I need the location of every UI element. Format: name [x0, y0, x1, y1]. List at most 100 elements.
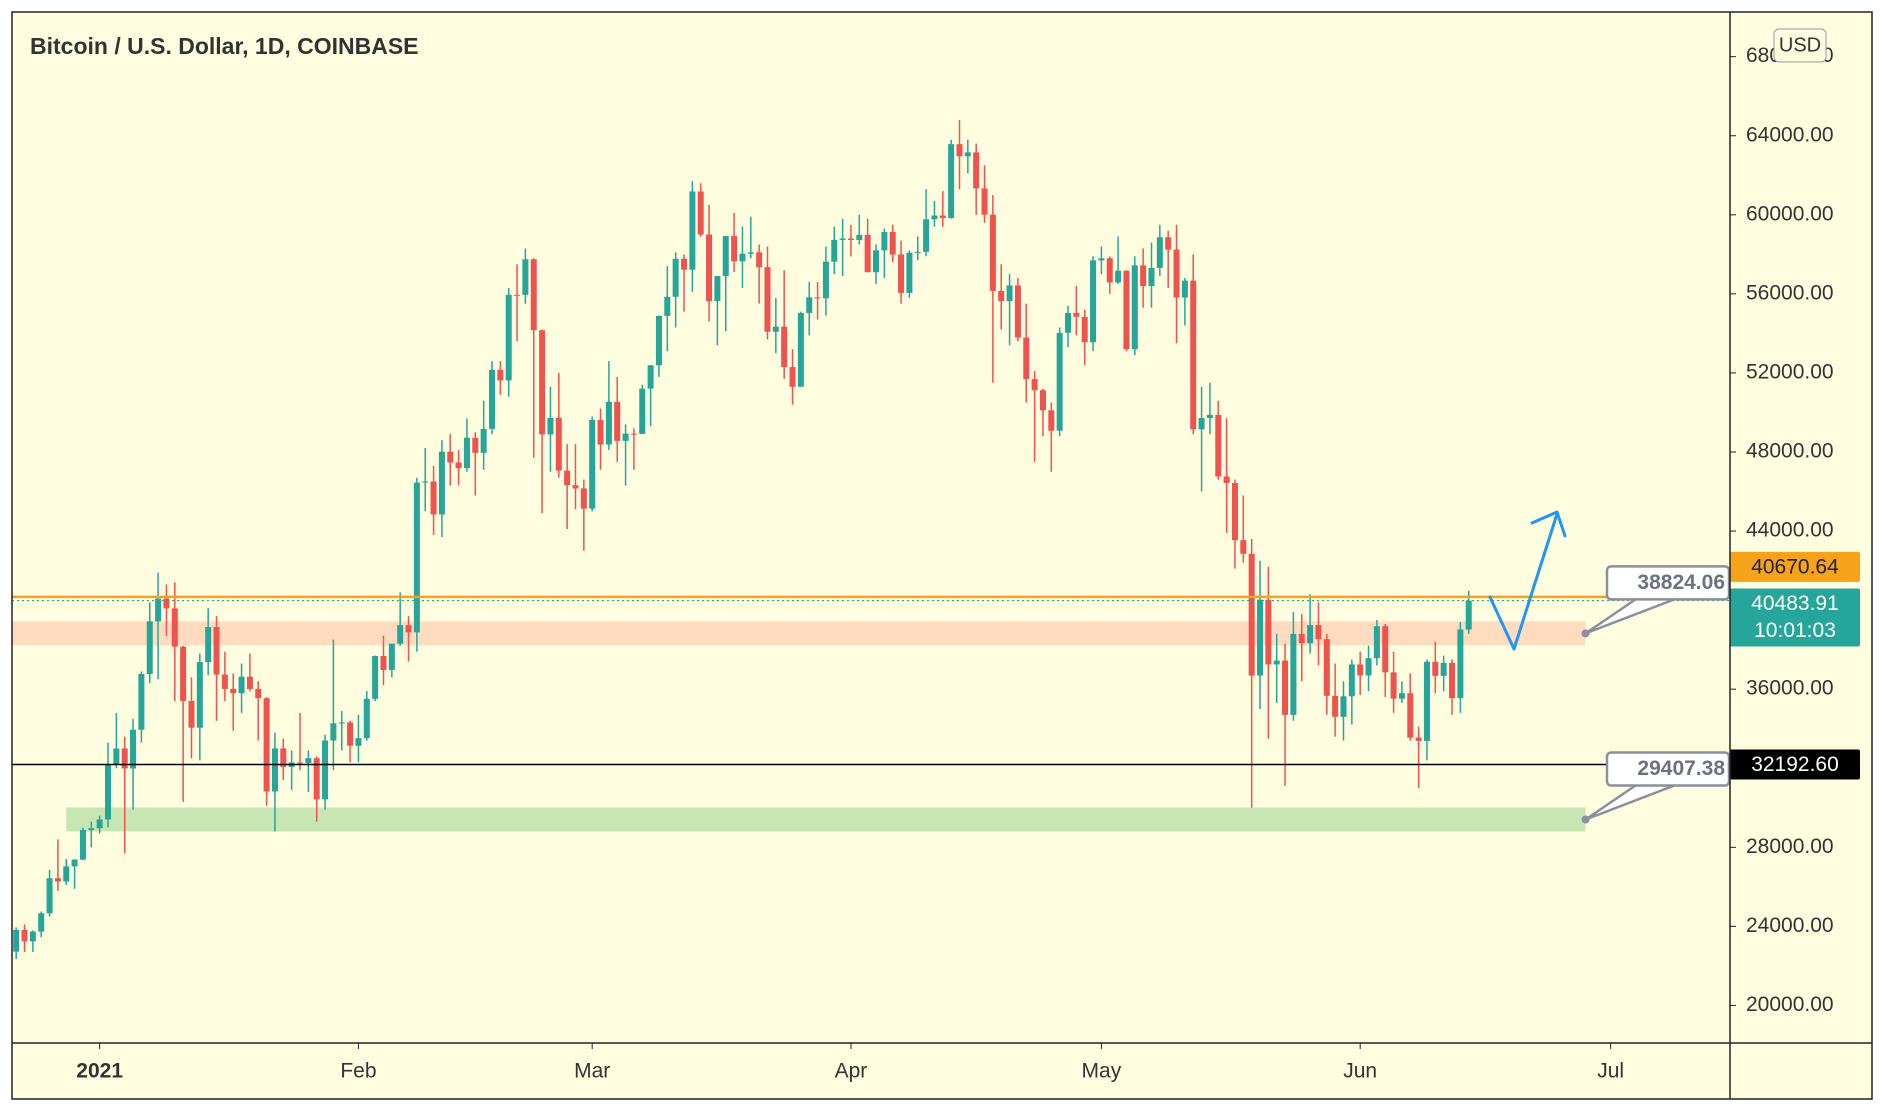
projection-head [1530, 510, 1567, 538]
candle-body [79, 830, 86, 860]
candle-body [255, 688, 262, 699]
candle-body [263, 698, 270, 792]
candle-body [989, 214, 996, 291]
candle-body [898, 254, 905, 293]
candle-body [914, 251, 921, 253]
candle-body [797, 312, 804, 387]
candle-body [413, 482, 420, 633]
y-tick-label: 48000.00 [1746, 440, 1834, 463]
candle-body [789, 367, 796, 387]
candle-body [322, 740, 329, 800]
candle-body [104, 764, 112, 820]
candle-body [280, 748, 287, 767]
candle-body [213, 627, 220, 675]
candle-body [873, 250, 880, 273]
candle-body [1273, 660, 1280, 665]
price-line-label: 32192.60 [1751, 753, 1839, 776]
candle-body [372, 656, 379, 699]
candle-body [948, 144, 955, 219]
candle-body [1231, 483, 1238, 541]
price-line-tag [1730, 551, 1860, 582]
candle-body [747, 252, 754, 254]
candle-body [29, 931, 36, 942]
candle-body [1398, 693, 1405, 699]
candle-body [756, 252, 763, 268]
candle-body [647, 365, 654, 389]
candle-body [71, 859, 78, 867]
candle-body [196, 662, 203, 728]
callout-box [1605, 565, 1731, 601]
candle-body [338, 722, 345, 724]
candle-body [347, 722, 354, 746]
zone [66, 807, 1586, 832]
candle-body [1248, 553, 1255, 676]
candle-body [681, 258, 688, 270]
candle-body [564, 470, 571, 486]
candle-body [205, 627, 212, 663]
candle-body [1039, 390, 1046, 411]
candle-body [714, 276, 721, 302]
candle-body [1290, 633, 1297, 715]
x-tick-label: Jun [1343, 1060, 1377, 1083]
candle-body [1014, 285, 1021, 338]
candle-body [1257, 599, 1264, 676]
candle-body [881, 231, 888, 251]
candle-body [1090, 260, 1097, 343]
candle-body [1115, 270, 1122, 283]
candle-body [146, 621, 153, 674]
callout-label: 38824.06 [1637, 571, 1725, 594]
candle-body [1432, 661, 1439, 676]
candle-body [1323, 639, 1330, 696]
candle-body [555, 417, 562, 471]
candle-body [998, 290, 1005, 302]
candle-body [655, 315, 662, 366]
candle-body [973, 152, 980, 189]
candle-body [505, 294, 512, 381]
candle-body [739, 253, 746, 262]
candle-body [422, 481, 429, 483]
candle-body [430, 481, 437, 515]
callout-anchor [1581, 815, 1590, 824]
candle-body [839, 238, 846, 240]
candle-body [46, 878, 53, 914]
candle-body [1198, 418, 1205, 430]
candle-body [589, 420, 596, 509]
candle-body [188, 700, 195, 728]
candle-body [630, 433, 637, 435]
candle-body [772, 326, 779, 332]
candle-body [572, 485, 579, 489]
candle-body [964, 152, 971, 157]
candle-body [54, 878, 61, 882]
candle-body [547, 417, 554, 435]
candle-body [1407, 693, 1414, 738]
candle-body [455, 462, 462, 469]
candle-body [472, 437, 479, 453]
projection-path [1488, 512, 1559, 651]
candle-body [1332, 695, 1339, 717]
time-axis [12, 1043, 1872, 1099]
candle-body [1081, 316, 1088, 343]
candle-body [313, 758, 320, 800]
candle-body [138, 673, 145, 730]
candle-body [530, 259, 537, 331]
currency-label[interactable]: USD [1779, 34, 1821, 56]
currency-button[interactable] [1773, 28, 1827, 63]
candle-body [113, 748, 120, 765]
candle-body [514, 294, 521, 296]
candle-body [163, 598, 170, 609]
candle-body [1357, 664, 1364, 676]
candle-body [1390, 672, 1397, 699]
y-tick-label: 60000.00 [1746, 202, 1834, 225]
candle-body [330, 723, 337, 741]
y-tick-label: 20000.00 [1746, 993, 1834, 1016]
candle-body [672, 258, 679, 297]
candle-body [597, 420, 604, 445]
candle-body [706, 234, 713, 302]
candle-body [1457, 629, 1464, 699]
candle-body [1215, 414, 1222, 477]
y-tick-label: 64000.00 [1746, 123, 1834, 146]
candle-body [405, 625, 412, 633]
candle-body [1173, 249, 1180, 298]
candle-body [781, 326, 788, 368]
